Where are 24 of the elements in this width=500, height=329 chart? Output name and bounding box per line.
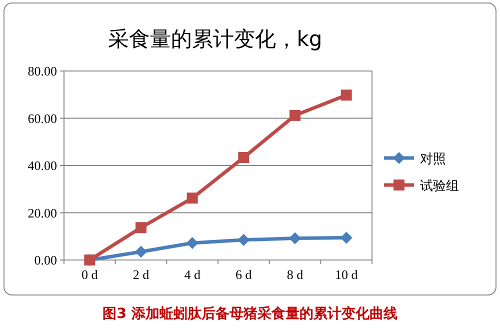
x-tick-label: 0 d [82, 267, 98, 282]
point [238, 152, 250, 163]
legend-label: 试验组 [420, 179, 459, 194]
point [238, 234, 250, 246]
y-tick-label: 60.00 [28, 110, 57, 126]
point [186, 236, 198, 249]
point [136, 222, 146, 234]
x-tick-label: 10 d [334, 267, 358, 282]
x-tick-label: 6 d [236, 267, 252, 282]
point [186, 192, 198, 204]
y-tick-label: 20.00 [28, 205, 57, 220]
y-tick-label: 80.00 [28, 64, 57, 78]
x-tick-label: 4 d [184, 267, 201, 282]
x-tick-label: 8 d [286, 267, 304, 282]
point [340, 90, 352, 101]
point [135, 246, 147, 258]
point [290, 110, 300, 121]
chart-title: 采食量的累计变化，kg [108, 27, 322, 51]
legend-label: 对照 [420, 152, 446, 167]
caption: 图3 添加蚯蚓肽后备母猪采食量的累计变化曲线 [102, 305, 398, 322]
y-tick-label: 40.00 [28, 158, 57, 173]
x-tick-label: 2 d [132, 267, 150, 282]
y-tick-label: 0.00 [34, 252, 57, 268]
point [289, 232, 301, 244]
